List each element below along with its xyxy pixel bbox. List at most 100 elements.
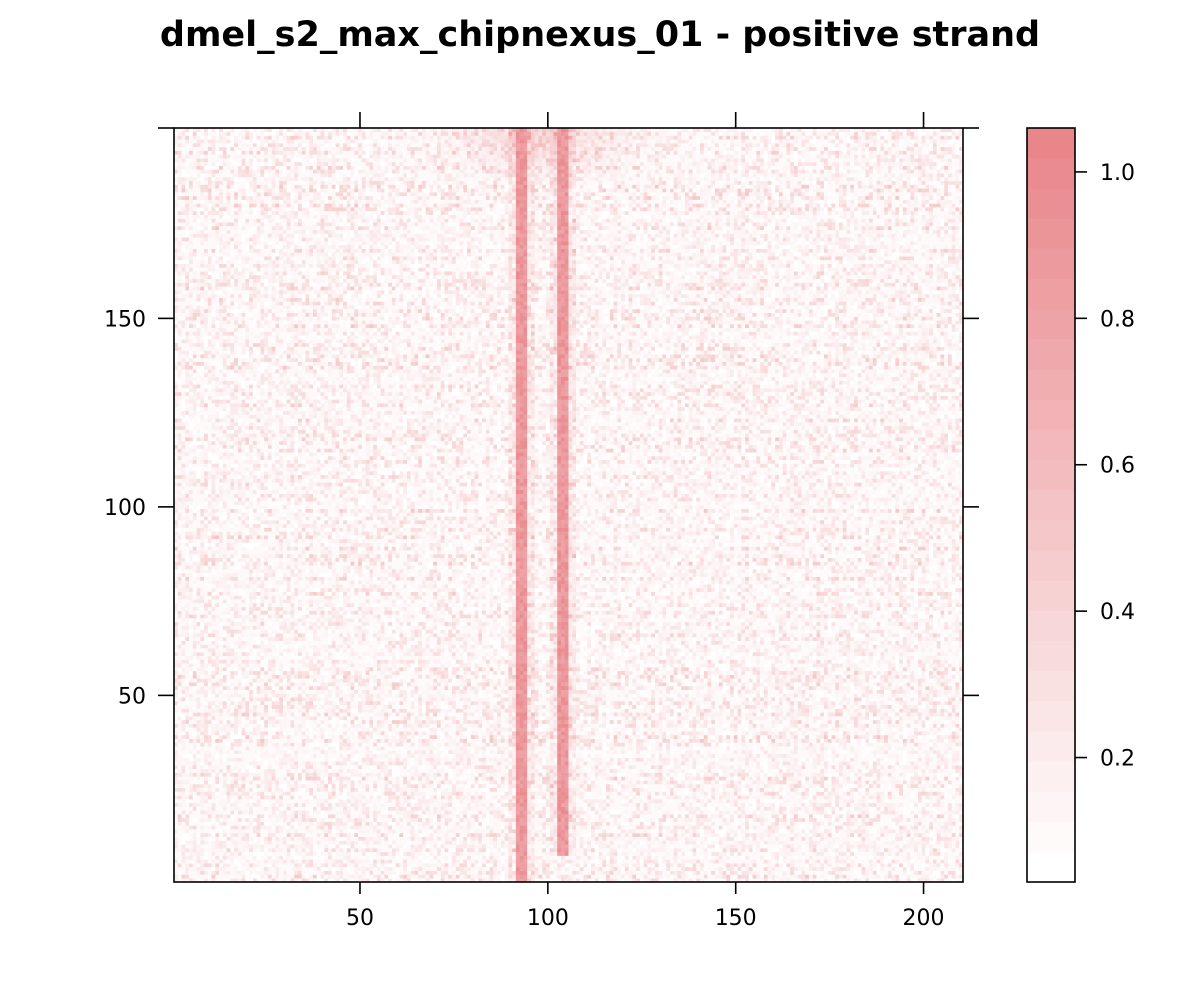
heatmap-cell: [406, 810, 411, 815]
heatmap-cell: [237, 874, 242, 879]
heatmap-cell: [579, 840, 584, 845]
heatmap-cell: [335, 866, 340, 871]
heatmap-cell: [947, 859, 952, 864]
heatmap-cell: [730, 851, 735, 856]
heatmap-cell: [297, 806, 302, 811]
heatmap-cell: [470, 814, 475, 819]
heatmap-cell: [448, 840, 453, 845]
heatmap-cell: [346, 863, 351, 868]
heatmap-cell: [301, 829, 306, 834]
heatmap-cell: [733, 806, 738, 811]
heatmap-cell: [880, 844, 885, 849]
heatmap-cell: [508, 870, 513, 875]
heatmap-cell: [944, 806, 949, 811]
heatmap-cell: [865, 870, 870, 875]
heatmap-cell: [917, 799, 922, 804]
heatmap-cell: [234, 866, 239, 871]
heatmap-cell: [820, 825, 825, 830]
heatmap-cell: [914, 814, 919, 819]
heatmap-cell: [677, 866, 682, 871]
heatmap-cell: [515, 791, 520, 796]
heatmap-cell: [489, 874, 494, 879]
heatmap-cell: [756, 859, 761, 864]
heatmap-cell: [489, 799, 494, 804]
heatmap-cell: [373, 810, 378, 815]
heatmap-cell: [410, 840, 415, 845]
heatmap-cell: [271, 806, 276, 811]
heatmap-cell: [846, 859, 851, 864]
heatmap-cell: [872, 795, 877, 800]
heatmap-cell: [527, 806, 532, 811]
heatmap-cell: [553, 791, 558, 796]
heatmap-cell: [805, 851, 810, 856]
heatmap-cell: [917, 814, 922, 819]
heatmap-cell: [876, 799, 881, 804]
heatmap-cell: [763, 836, 768, 841]
heatmap-cell: [632, 791, 637, 796]
heatmap-cell: [681, 817, 686, 822]
heatmap-cell: [654, 855, 659, 860]
heatmap-cell: [275, 870, 280, 875]
heatmap-cell: [737, 848, 742, 853]
heatmap-cell: [489, 795, 494, 800]
heatmap-cell: [700, 806, 705, 811]
heatmap-cell: [418, 878, 423, 883]
heatmap-cell: [297, 814, 302, 819]
heatmap-cell: [237, 810, 242, 815]
heatmap-cell: [801, 863, 806, 868]
heatmap-cell: [440, 802, 445, 807]
heatmap-cell: [797, 848, 802, 853]
heatmap-cell: [579, 821, 584, 826]
heatmap-cell: [406, 817, 411, 822]
heatmap-cell: [835, 817, 840, 822]
heatmap-cell: [459, 840, 464, 845]
heatmap-cell: [827, 829, 832, 834]
heatmap-cell: [433, 802, 438, 807]
heatmap-cell: [572, 874, 577, 879]
heatmap-cell: [222, 829, 227, 834]
heatmap-cell: [876, 829, 881, 834]
heatmap-cell: [305, 832, 310, 838]
heatmap-cell: [545, 863, 550, 868]
heatmap-cell: [576, 870, 581, 875]
heatmap-cell: [737, 836, 742, 841]
heatmap-cell: [707, 851, 712, 856]
heatmap-cell: [932, 829, 937, 834]
heatmap-cell: [891, 821, 896, 826]
heatmap-cell: [542, 863, 547, 868]
heatmap-cell: [467, 821, 472, 826]
heatmap-cell: [662, 829, 667, 834]
heatmap-cell: [361, 829, 366, 834]
heatmap-cell: [275, 878, 280, 883]
heatmap-cell: [839, 836, 844, 841]
heatmap-cell: [940, 840, 945, 845]
heatmap-cell: [745, 814, 750, 819]
heatmap-cell: [801, 832, 806, 838]
heatmap-cell: [572, 791, 577, 796]
heatmap-cell: [684, 866, 689, 871]
heatmap-cell: [681, 870, 686, 875]
heatmap-cell: [576, 848, 581, 853]
heatmap-cell: [587, 814, 592, 819]
heatmap-cell: [786, 859, 791, 864]
heatmap-cell: [748, 855, 753, 860]
heatmap-cell: [891, 814, 896, 819]
heatmap-cell: [823, 874, 828, 879]
heatmap-cell: [914, 817, 919, 822]
heatmap-cell: [181, 863, 186, 868]
heatmap-cell: [696, 799, 701, 804]
heatmap-cell: [955, 848, 960, 853]
heatmap-cell: [346, 840, 351, 845]
heatmap-cell: [902, 799, 907, 804]
heatmap-cell: [606, 855, 611, 860]
heatmap-cell: [519, 791, 524, 796]
heatmap-cell: [361, 840, 366, 845]
heatmap-cell: [354, 791, 359, 796]
heatmap-cell: [489, 859, 494, 864]
heatmap-cell: [305, 878, 310, 883]
heatmap-cell: [256, 817, 261, 822]
heatmap-cell: [797, 874, 802, 879]
heatmap-cell: [361, 802, 366, 807]
heatmap-cell: [527, 791, 532, 796]
heatmap-cell: [763, 802, 768, 807]
